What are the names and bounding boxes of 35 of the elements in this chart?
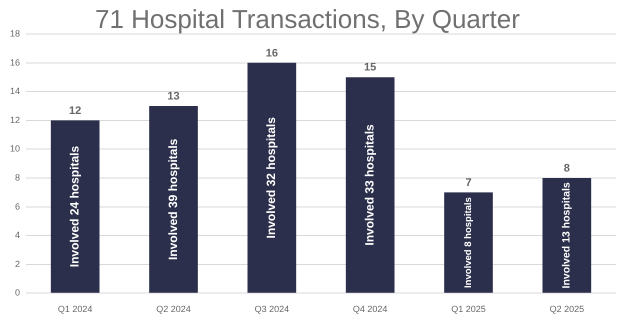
y-tick-label: 14: [10, 86, 20, 96]
annotation: Involved 39 hospitals: [166, 138, 180, 260]
bar: [444, 192, 493, 293]
y-tick-label: 6: [14, 201, 20, 212]
y-tick-label: 0: [14, 288, 20, 298]
annotation: Involved 24 hospitals: [67, 146, 82, 268]
x-tick-label: Q2 2024: [156, 304, 191, 314]
bar: [50, 120, 100, 293]
annotation: Involved 13 hospitals: [560, 182, 573, 288]
data-label: 12: [69, 104, 82, 117]
bar: [149, 106, 198, 293]
data-label: 7: [465, 176, 472, 189]
data-label: 15: [364, 62, 376, 74]
y-tick-label: 8: [14, 172, 20, 182]
x-tick-label: Q2 2025: [550, 304, 584, 314]
y-tick-label: 2: [14, 258, 20, 269]
bar: [248, 62, 296, 293]
data-label: 8: [564, 162, 570, 175]
bar: [542, 178, 592, 293]
x-tick-label: Q4 2024: [352, 304, 388, 314]
annotation: Involved 8 hospitals: [463, 197, 474, 288]
y-tick-label: 16: [10, 57, 20, 68]
y-tick-label: 12: [10, 114, 20, 125]
bar: [346, 77, 395, 293]
x-tick-label: Q1 2024: [58, 304, 92, 314]
annotation: Involved 33 hospitals: [362, 124, 376, 246]
y-tick-label: 10: [10, 144, 20, 154]
y-tick-label: 4: [14, 230, 20, 240]
data-label: 16: [266, 47, 278, 60]
chart-title: 71 Hospital Transactions, By Quarter: [95, 4, 520, 35]
annotation: Involved 32 hospitals: [264, 116, 278, 238]
y-tick-label: 18: [10, 28, 20, 38]
x-tick-label: Q3 2024: [254, 304, 290, 314]
x-tick-label: Q1 2025: [451, 304, 486, 314]
data-label: 13: [167, 90, 180, 103]
